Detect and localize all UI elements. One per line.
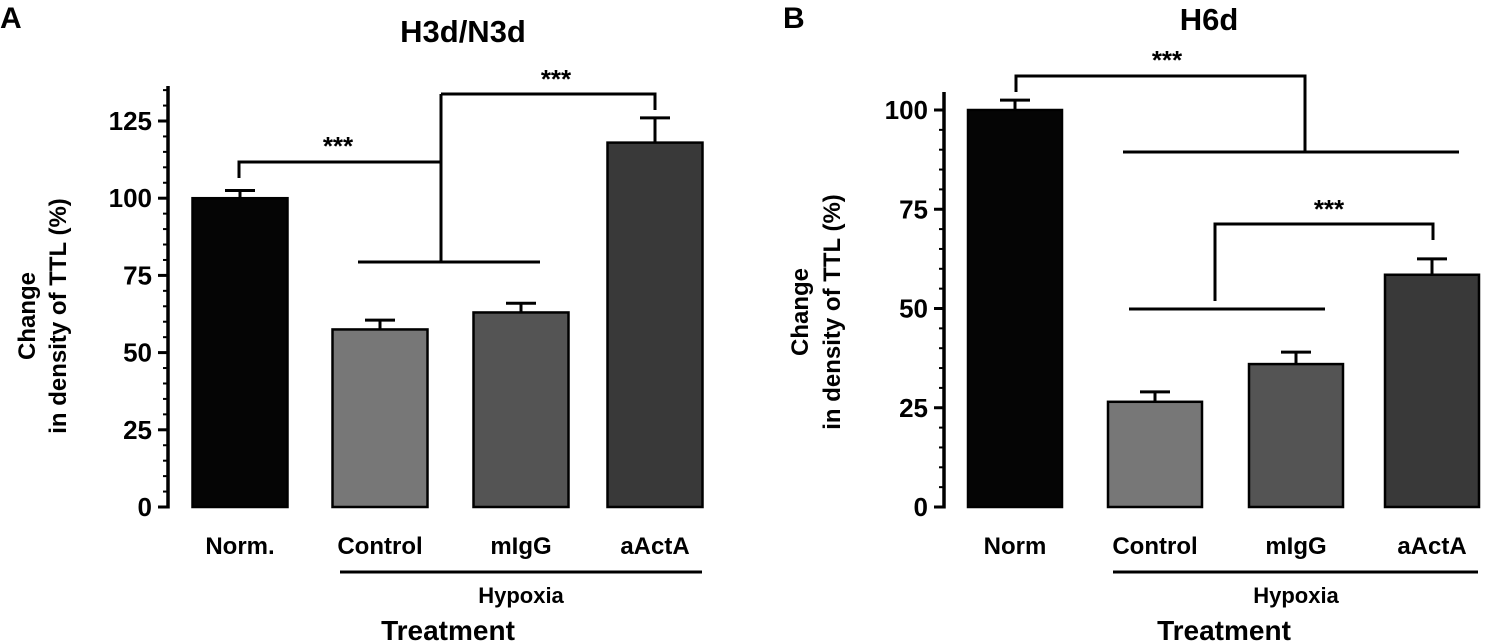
y-tick-label: 125 <box>109 106 152 136</box>
panel-a-group-label: Hypoxia <box>478 583 564 608</box>
panel-a-sig-bracket-1 <box>237 94 540 264</box>
panel-a-sig-label-2: *** <box>541 64 572 94</box>
x-tick-label: mIgG <box>490 533 551 560</box>
bar-aacta <box>606 141 704 509</box>
panel-a-y-axis: 0 25 50 75 100 125 <box>109 86 170 522</box>
error-bar <box>1281 350 1311 365</box>
panel-b-sig-label-2: *** <box>1314 194 1345 224</box>
panel-b-x-tick-labels: Norm Control mIgG aActA <box>984 533 1467 560</box>
error-bar <box>225 188 255 199</box>
panel-a-ylabel-line-2: in density of TTL (%) <box>45 198 72 434</box>
panel-b-error-bars <box>1000 98 1447 402</box>
y-tick-label: 25 <box>123 415 152 445</box>
panel-b-sig-label-1: *** <box>1152 45 1183 75</box>
error-bar <box>1417 257 1447 275</box>
panel-b-title: H6d <box>1180 2 1239 37</box>
panel-a-title: H3d/N3d <box>400 14 526 49</box>
panel-b-y-axis: 0 25 50 75 100 <box>885 92 946 522</box>
panel-a-ylabel-line-1: Change <box>14 272 41 360</box>
bar-norm <box>966 108 1064 509</box>
panel-b-ylabel-line-1: Change <box>787 268 814 356</box>
y-tick-label: 75 <box>899 194 928 224</box>
error-bar <box>1000 98 1030 110</box>
panel-b-sig-bracket-1 <box>1014 74 1459 154</box>
panel-b: B H6d Change in density of TTL (%) 0 25 50… <box>783 2 1481 644</box>
panel-a-label: A <box>0 2 22 35</box>
error-bar <box>365 318 395 330</box>
panel-b-bars <box>966 108 1481 509</box>
panel-b-sig-bracket-2 <box>1129 222 1435 311</box>
bar-control <box>1106 400 1204 509</box>
bar-migg <box>472 311 570 509</box>
error-bar <box>1140 390 1170 402</box>
x-tick-label: Norm. <box>205 533 274 560</box>
y-tick-label: 25 <box>899 393 928 423</box>
panel-b-label: B <box>783 2 805 35</box>
x-tick-label: Control <box>1112 533 1197 560</box>
y-tick-label: 75 <box>123 260 152 290</box>
x-tick-label: aActA <box>1397 533 1466 560</box>
bar-aacta <box>1383 273 1481 509</box>
panel-a-xlabel: Treatment <box>381 615 515 644</box>
x-tick-label: Norm <box>984 533 1047 560</box>
panel-a-bars <box>191 141 704 509</box>
y-tick-label: 100 <box>109 183 152 213</box>
panel-b-xlabel: Treatment <box>1157 615 1291 644</box>
y-tick-label: 50 <box>123 338 152 368</box>
panel-b-group-label: Hypoxia <box>1253 583 1339 608</box>
panel-a: A H3d/N3d Change in density of TTL (%) 0… <box>0 2 704 644</box>
x-tick-label: aActA <box>620 533 689 560</box>
x-tick-label: mIgG <box>1265 533 1326 560</box>
y-tick-label: 100 <box>885 95 928 125</box>
panel-a-x-tick-labels: Norm. Control mIgG aActA <box>205 533 689 560</box>
bar-norm <box>191 196 289 509</box>
bar-control <box>331 328 429 509</box>
error-bar <box>506 301 536 313</box>
panel-a-error-bars <box>225 116 670 330</box>
y-tick-label: 0 <box>138 492 152 522</box>
y-tick-label: 50 <box>899 294 928 324</box>
panel-b-ylabel-line-2: in density of TTL (%) <box>819 194 846 430</box>
y-tick-label: 0 <box>914 492 928 522</box>
panel-a-sig-label-1: *** <box>323 131 354 161</box>
error-bar <box>640 116 670 143</box>
panel-a-sig-bracket-2 <box>441 92 657 110</box>
bar-migg <box>1247 362 1345 509</box>
x-tick-label: Control <box>337 533 422 560</box>
